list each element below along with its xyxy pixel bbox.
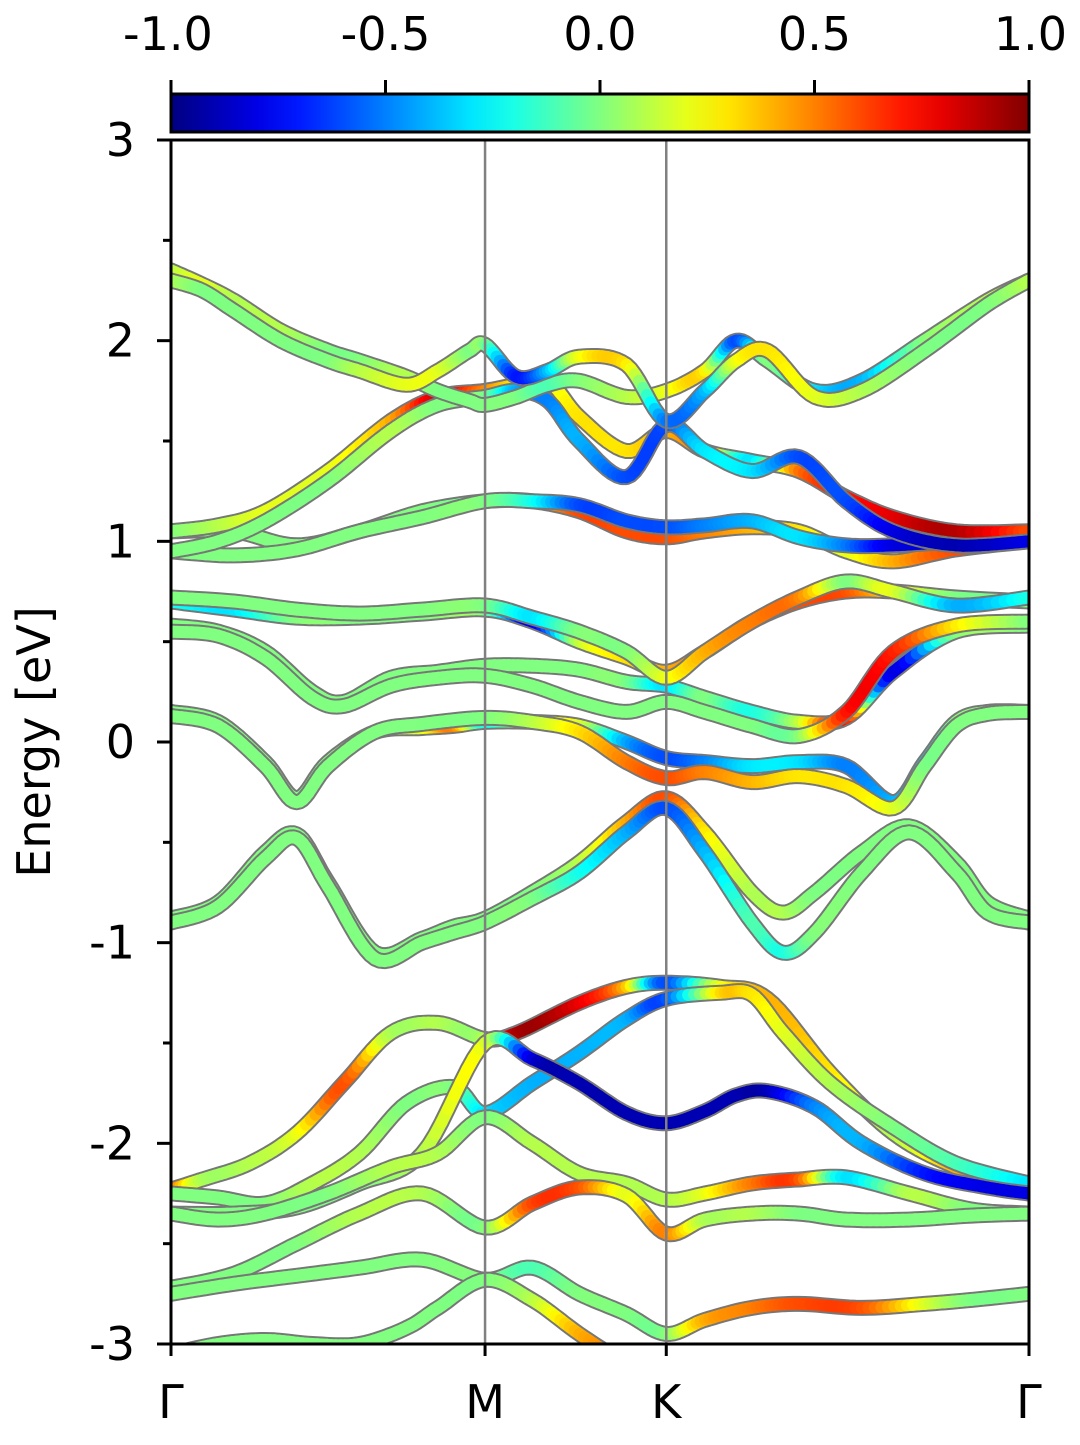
y-tick-label: 1 (106, 514, 135, 568)
y-tick-label: 3 (106, 113, 135, 167)
colorbar-tick-label: -0.5 (341, 7, 431, 61)
band-lines (171, 270, 1029, 1385)
band-segment (639, 1372, 643, 1374)
band-segment (174, 1353, 178, 1354)
band-segment (631, 1367, 635, 1369)
band-segment (635, 1369, 639, 1372)
colorbar-ticks: -1.0 -0.5 0.0 0.5 1.0 (123, 7, 1067, 94)
band-segment (626, 1364, 630, 1367)
band-segment (622, 1362, 626, 1365)
colorbar-tick-label: 1.0 (994, 7, 1067, 61)
band-segment (197, 1347, 203, 1348)
band-segment (177, 1352, 181, 1353)
y-tick-label: -2 (89, 1116, 135, 1170)
y-axis: -3 -2 -1 0 1 2 3 (89, 113, 171, 1371)
band-segment (182, 1351, 187, 1352)
y-tick-label: 2 (106, 314, 135, 368)
y-tick-label: -1 (89, 916, 135, 970)
colorbar-tick-label: -1.0 (123, 7, 213, 61)
x-tick-label: Γ (158, 1375, 184, 1429)
band-segment (613, 1356, 618, 1359)
colorbar-tick-label: 0.5 (778, 7, 851, 61)
y-axis-label: Energy [eV] (7, 606, 61, 877)
band-segment (643, 1374, 647, 1376)
colorbar: -1.0 -0.5 0.0 0.5 1.0 (123, 7, 1067, 132)
band-segment (187, 1349, 192, 1350)
band-segment (603, 1350, 608, 1353)
x-tick-label: Γ (1016, 1375, 1042, 1429)
band-segment (203, 1346, 208, 1347)
band-outline (171, 711, 1029, 802)
y-tick-label: 0 (106, 715, 135, 769)
band-segment (617, 1359, 622, 1362)
band-9 (171, 711, 1029, 802)
y-tick-label: -3 (89, 1317, 135, 1371)
band-6 (171, 1259, 1029, 1334)
band-19 (171, 270, 1029, 405)
band-segment (608, 1353, 613, 1356)
colorbar-gradient (171, 94, 1029, 132)
colorbar-tick-label: 0.0 (563, 7, 636, 61)
band-7 (171, 798, 1029, 955)
band-segment (599, 1347, 604, 1350)
x-tick-label: M (465, 1375, 505, 1429)
band-segment (647, 1376, 651, 1378)
band-segment (192, 1348, 197, 1349)
x-tick-label: K (651, 1375, 683, 1429)
